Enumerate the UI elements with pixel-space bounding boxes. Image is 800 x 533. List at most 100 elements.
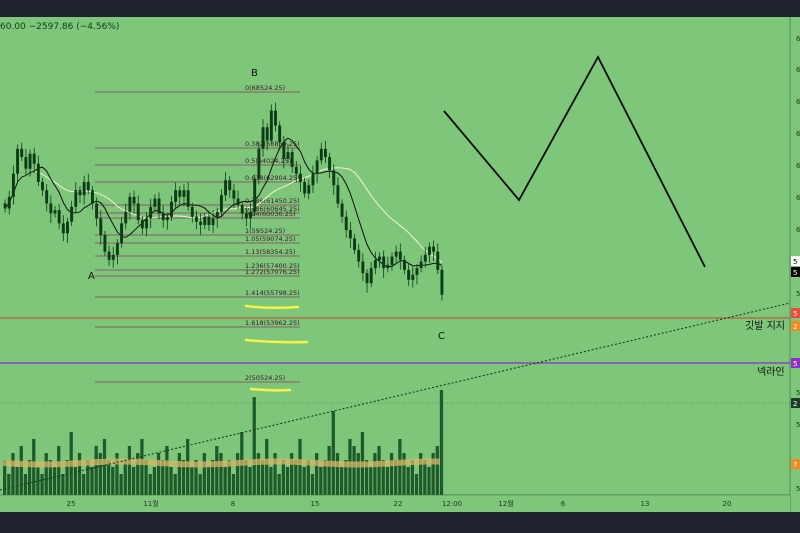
price-tag-text: 2 xyxy=(793,400,797,408)
candle-body xyxy=(361,261,365,274)
fib-label: 2(50524.25) xyxy=(245,374,285,382)
volume-bar xyxy=(265,439,269,495)
volume-bar xyxy=(315,453,319,495)
volume-bar xyxy=(211,460,215,495)
volume-bar xyxy=(290,453,294,495)
candle-body xyxy=(369,268,373,284)
candle-body xyxy=(45,190,49,204)
candle-body xyxy=(411,274,415,280)
volume-bar xyxy=(227,460,231,495)
candle-body xyxy=(153,198,157,207)
volume-bar xyxy=(402,453,406,495)
volume-bar xyxy=(65,460,69,495)
time-tick-label: 15 xyxy=(311,500,320,508)
candle-body xyxy=(323,148,327,158)
volume-bar xyxy=(273,453,277,495)
volume-bar xyxy=(406,467,410,495)
volume-bar xyxy=(219,453,223,495)
price-tag xyxy=(791,308,800,318)
candle-body xyxy=(53,210,57,214)
candle-body xyxy=(253,178,257,212)
highlight-stroke xyxy=(244,338,309,344)
price-tick-label: 6 xyxy=(796,162,800,170)
volume-bar xyxy=(98,453,102,495)
volume-bar xyxy=(23,474,28,495)
candle-body xyxy=(99,218,103,236)
volume-bar xyxy=(152,467,157,495)
volume-bar xyxy=(11,453,15,495)
candle-body xyxy=(145,218,148,229)
volume-bar xyxy=(327,446,331,495)
candle-body xyxy=(165,216,169,221)
candle-body xyxy=(215,211,219,219)
candle-body xyxy=(61,223,65,234)
candle-body xyxy=(7,196,11,209)
candle-body xyxy=(140,220,144,229)
volume-bar xyxy=(369,467,373,495)
candle-body xyxy=(403,259,406,270)
fib-label: 1.414(55798.25) xyxy=(245,289,300,297)
fib-layer: 0(68524.25) 0.382(63859.25) 0.5(64024.25) 0… xyxy=(95,84,300,383)
candle-body xyxy=(244,213,248,219)
fib-label: 0.94(60030.25) xyxy=(245,210,296,218)
fib-label: 0(68524.25) xyxy=(245,84,285,92)
volume-layer xyxy=(0,390,790,496)
volume-bar xyxy=(439,390,444,495)
volume-bar xyxy=(148,474,152,495)
fib-label: 1.13(58354.25) xyxy=(245,248,296,256)
candle-body xyxy=(90,190,94,204)
volume-bar xyxy=(394,460,398,495)
volume-bar xyxy=(190,467,194,495)
volume-bar xyxy=(169,467,173,495)
point-c-label: C xyxy=(438,331,445,342)
candle-body xyxy=(136,203,140,221)
volume-bar xyxy=(36,467,40,495)
volume-bar xyxy=(57,446,61,495)
ma-fast-line xyxy=(4,137,443,268)
volume-bar xyxy=(381,460,385,495)
volume-bar xyxy=(136,453,140,495)
candle-body xyxy=(432,246,436,252)
volume-bar xyxy=(356,453,360,495)
candle-body xyxy=(186,190,190,207)
candle-body xyxy=(174,190,178,202)
candle-body xyxy=(28,153,32,169)
candle-body xyxy=(303,181,307,194)
volume-bar xyxy=(198,474,202,495)
volume-bar xyxy=(206,467,211,495)
volume-bar xyxy=(19,446,23,495)
projection-path xyxy=(443,55,706,268)
volume-bar xyxy=(364,460,369,495)
price-tick-label: 6 xyxy=(796,194,800,202)
volume-bar xyxy=(385,467,390,495)
volume-bar xyxy=(260,460,265,495)
bottom-bar xyxy=(0,512,800,533)
candle-body xyxy=(373,259,377,269)
price-tick-label: 6 xyxy=(796,66,800,74)
candle-body xyxy=(219,195,223,212)
candle-body xyxy=(315,160,319,174)
candle-body xyxy=(132,196,136,204)
volume-bar xyxy=(119,474,123,495)
candle-layer xyxy=(3,102,444,301)
time-tick-label: 25 xyxy=(67,500,76,508)
volume-bar xyxy=(294,460,298,495)
volume-bar xyxy=(111,467,115,495)
volume-bar xyxy=(140,439,144,495)
candle-body xyxy=(49,203,53,214)
candle-body xyxy=(340,203,344,217)
candle-body xyxy=(16,148,20,174)
volume-bar xyxy=(323,460,327,495)
candle-body xyxy=(436,251,440,270)
volume-bar xyxy=(344,460,348,495)
volume-bar xyxy=(102,439,107,495)
volume-bar xyxy=(244,460,248,495)
candle-body xyxy=(3,203,7,209)
volume-bar xyxy=(82,474,86,495)
volume-bar xyxy=(127,446,132,495)
axis-layer: 66666665555555525272511월8152212:0012월613… xyxy=(0,17,800,512)
fib-label: 1.272(57076.25) xyxy=(245,268,300,276)
volume-bar xyxy=(331,411,335,495)
volume-bar xyxy=(431,453,435,495)
